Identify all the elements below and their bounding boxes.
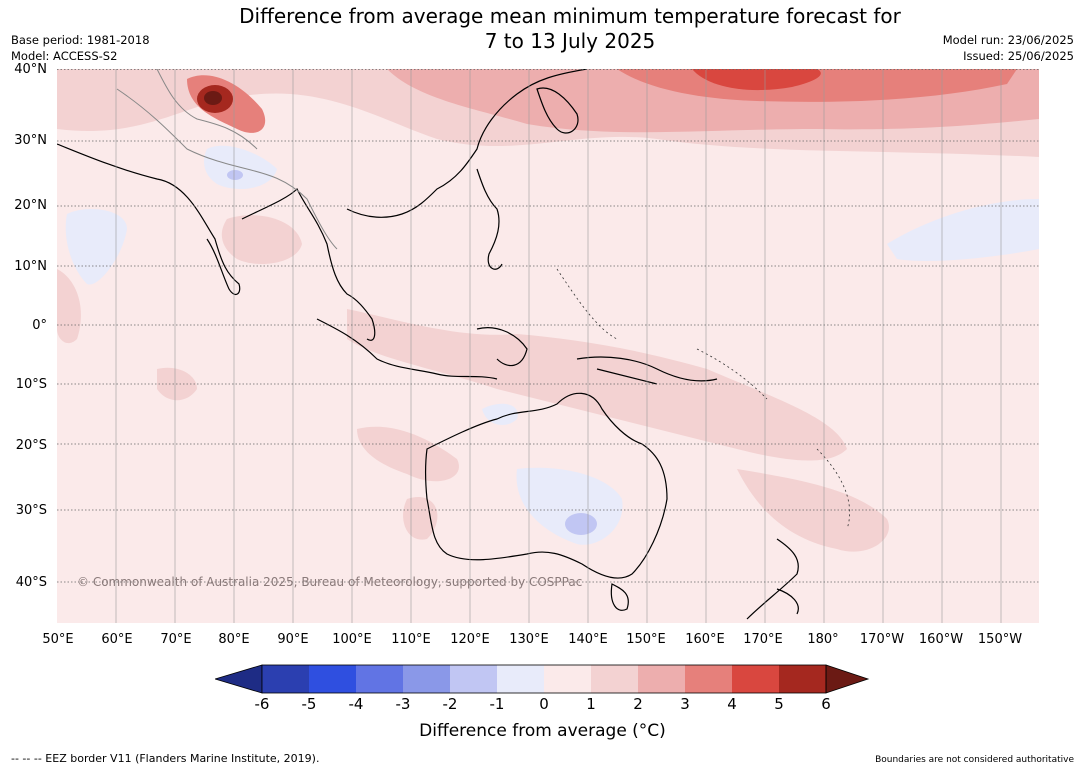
lon-label: 70°E: [160, 632, 192, 647]
colorbar-tick: 5: [774, 695, 784, 713]
copyright-notice: © Commonwealth of Australia 2025, Bureau…: [77, 575, 583, 589]
newguinea-coast: [576, 356, 718, 385]
base-period: Base period: 1981-2018: [11, 33, 150, 47]
lon-label: 130°E: [509, 632, 549, 647]
lon-label: 50°E: [42, 632, 74, 647]
lat-label: 10°N: [14, 259, 47, 274]
anomaly-minus1-arabian: [65, 209, 127, 285]
colorbar-segment: [450, 665, 497, 693]
lon-label: 160°E: [685, 632, 725, 647]
lon-label: 120°E: [450, 632, 490, 647]
lat-label: 20°N: [14, 198, 47, 213]
colorbar-segment: [309, 665, 356, 693]
lon-label: 90°E: [277, 632, 309, 647]
japan-korea-coast: [536, 87, 579, 134]
colorbar-segment: [779, 665, 826, 693]
colorbar-tick: 6: [821, 695, 831, 713]
philippines-coast: [476, 168, 503, 270]
lat-label: 0°: [32, 318, 47, 333]
colorbar-segment: [262, 665, 309, 693]
forecast-map: [57, 69, 1039, 623]
model-run: Model run: 23/06/2025: [942, 33, 1074, 47]
issued-date: Issued: 25/06/2025: [963, 49, 1074, 63]
lon-label: 170°E: [743, 632, 783, 647]
colorbar-segment: [685, 665, 732, 693]
colorbar-segment: [497, 665, 544, 693]
colorbar-extend-low: [215, 664, 263, 694]
colorbar-tick: -6: [254, 695, 270, 713]
colorbar-tick: -5: [301, 695, 317, 713]
colorbar-tick: 4: [727, 695, 737, 713]
colorbar-segment: [356, 665, 403, 693]
colorbar-segment: [544, 665, 591, 693]
colorbar-tick: -2: [442, 695, 458, 713]
colorbar-tick: 3: [680, 695, 690, 713]
colorbar-title: Difference from average (°C): [419, 721, 666, 741]
lat-label: 20°S: [15, 438, 47, 453]
anomaly-plus4-north: [692, 69, 821, 91]
map-canvas: [57, 69, 1039, 623]
run-info: Model run: 23/06/2025 Issued: 25/06/2025: [943, 32, 1074, 64]
colorbar-extend-high: [825, 664, 870, 694]
lon-label: 150°W: [977, 632, 1023, 647]
lat-label: 40°S: [15, 575, 47, 590]
india-coast: [57, 143, 241, 296]
newzealand-coast: [746, 538, 799, 620]
indonesia-coast: [316, 318, 528, 380]
lon-label: 60°E: [101, 632, 133, 647]
colorbar-segment: [638, 665, 685, 693]
colorbar-segments: [262, 665, 826, 693]
colorbar-tick: 1: [586, 695, 596, 713]
model-info: Base period: 1981-2018 Model: ACCESS-S2: [11, 32, 150, 64]
lon-label: 180°: [807, 632, 839, 647]
lat-label: 40°N: [14, 62, 47, 77]
lon-label: 110°E: [391, 632, 431, 647]
colorbar-tick: -1: [489, 695, 505, 713]
lat-label: 30°S: [15, 503, 47, 518]
colorbar-tick: 2: [633, 695, 643, 713]
colorbar-tick: 0: [539, 695, 549, 713]
boundary-disclaimer: Boundaries are not considered authoritat…: [875, 755, 1074, 765]
colorbar-segment: [403, 665, 450, 693]
colorbar: [215, 664, 870, 694]
colorbar-tick: -4: [348, 695, 364, 713]
lon-label: 140°E: [568, 632, 608, 647]
map-title: Difference from average mean minimum tem…: [0, 4, 1085, 54]
tasmania-coast: [610, 583, 629, 611]
coastlines: [57, 69, 799, 620]
lon-label: 170°W: [859, 632, 905, 647]
lon-label: 100°E: [332, 632, 372, 647]
title-line-1: Difference from average mean minimum tem…: [239, 4, 901, 28]
graticule: [115, 69, 1002, 623]
title-line-2: 7 to 13 July 2025: [484, 29, 656, 53]
lat-label: 30°N: [14, 133, 47, 148]
lon-label: 80°E: [218, 632, 250, 647]
colorbar-tick: -3: [395, 695, 411, 713]
lon-label: 160°W: [918, 632, 964, 647]
australia-coast: [424, 392, 668, 579]
model-name: Model: ACCESS-S2: [11, 49, 118, 63]
china-coast: [346, 69, 588, 218]
lon-label: 150°E: [626, 632, 666, 647]
indochina-coast: [241, 187, 376, 341]
colorbar-segment: [591, 665, 638, 693]
eez-footnote: -- -- -- EEZ border V11 (Flanders Marine…: [11, 752, 320, 765]
colorbar-segment: [732, 665, 779, 693]
lat-label: 10°S: [15, 377, 47, 392]
